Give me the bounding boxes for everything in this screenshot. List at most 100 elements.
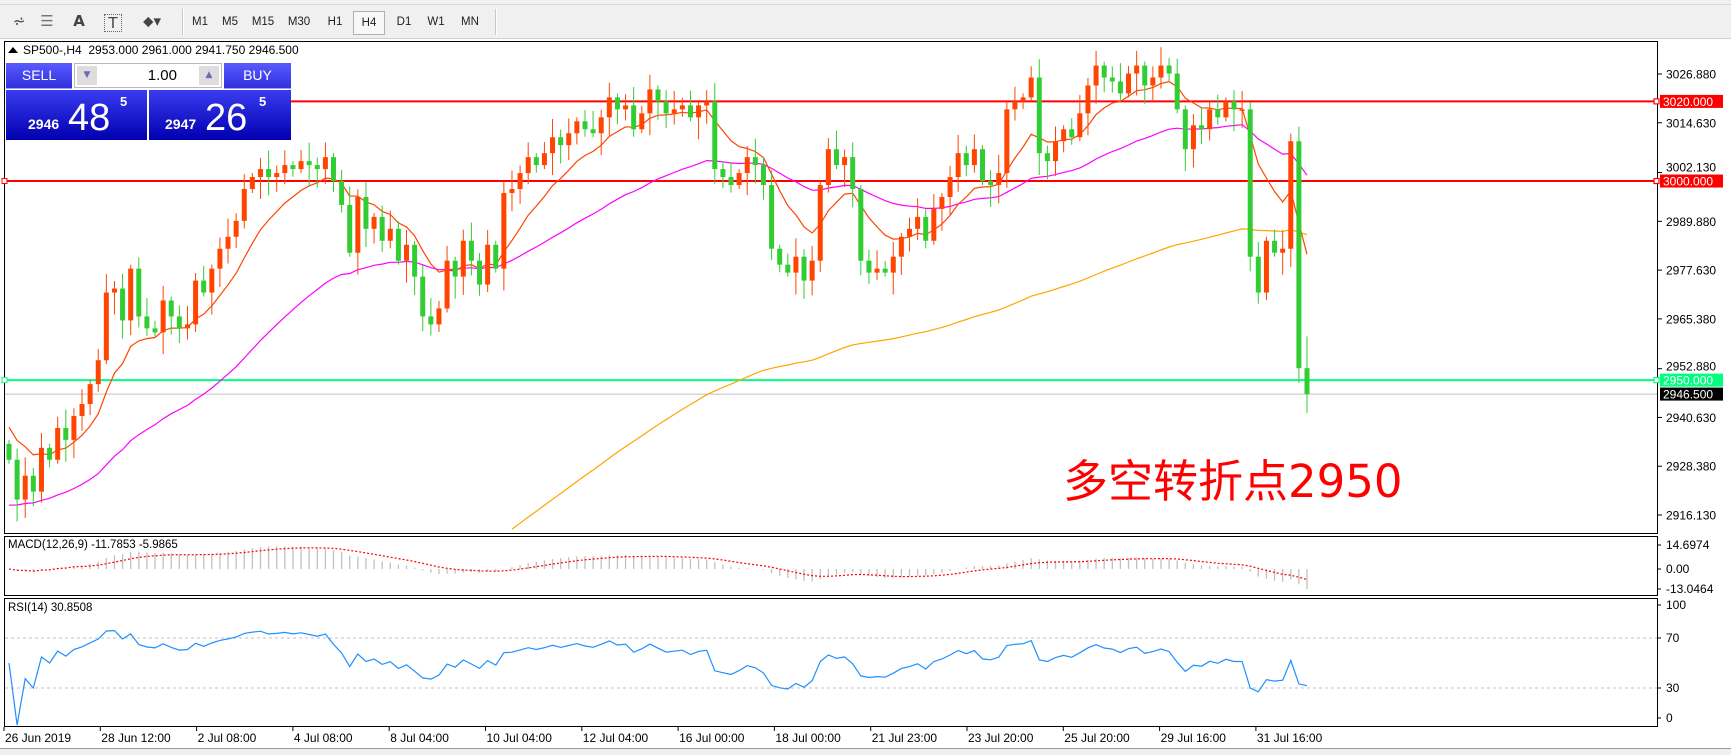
rsi-label: RSI(14) 30.8508 <box>8 602 93 614</box>
candle-body <box>266 169 272 178</box>
candle <box>566 118 572 160</box>
candle-body <box>1247 109 1253 257</box>
lot-increase-icon[interactable]: ▲ <box>199 66 219 85</box>
candle <box>1061 125 1067 153</box>
lot-size-field[interactable]: ▼ 1.00 ▲ <box>74 63 222 88</box>
candle-body <box>850 157 856 190</box>
candle <box>1134 50 1140 96</box>
candle-body <box>63 427 69 440</box>
time-label: 2 Jul 08:00 <box>198 731 257 745</box>
candle-body <box>47 447 53 460</box>
candle-body <box>1207 109 1213 130</box>
toolbar: ⩫ ☰ A T ⬥▾ M1 M5 M15 M30 H1 H4 D1 W1 MN <box>0 5 1731 39</box>
candle-body <box>444 260 450 309</box>
timeframe-w1-button[interactable]: W1 <box>427 16 445 28</box>
candle-body <box>379 216 385 241</box>
timeframe-h1-button[interactable]: H1 <box>327 16 343 28</box>
buy-button[interactable]: BUY <box>224 63 291 89</box>
fibonacci-icon[interactable]: ☰ <box>40 12 53 30</box>
main-chart-panel[interactable] <box>4 41 1658 534</box>
candle <box>1150 66 1156 101</box>
timeframe-m30-button[interactable]: M30 <box>287 16 311 28</box>
timeframe-d1-button[interactable]: D1 <box>396 16 412 28</box>
rsi-panel[interactable] <box>4 598 1658 727</box>
candle <box>898 232 904 276</box>
candle <box>785 253 791 277</box>
arrows-icon[interactable]: ⬥▾ <box>142 12 162 30</box>
candle <box>1020 93 1026 109</box>
macd-panel[interactable] <box>4 536 1658 596</box>
candle-body <box>290 165 296 170</box>
level-marker-2950 <box>1653 377 1660 384</box>
candle <box>1304 336 1310 413</box>
time-label: 29 Jul 16:00 <box>1161 731 1227 745</box>
candle-body <box>395 228 401 261</box>
candle <box>1093 50 1099 104</box>
candle <box>671 91 677 125</box>
candle-body <box>201 280 207 293</box>
timeframe-m1-button[interactable]: M1 <box>192 16 208 28</box>
sell-price-box[interactable]: 2946 48 5 <box>6 90 147 140</box>
candle-body <box>1280 248 1286 253</box>
candle-body <box>184 324 190 329</box>
candle-body <box>1263 240 1269 293</box>
rsi-tick-label: 100 <box>1666 598 1686 612</box>
timeframe-mn-button[interactable]: MN <box>461 16 479 28</box>
candle-body <box>1053 141 1059 162</box>
candle <box>22 457 28 518</box>
candle <box>736 169 742 190</box>
time-label: 16 Jul 00:00 <box>679 731 745 745</box>
sell-button[interactable]: SELL <box>6 63 72 89</box>
candle-body <box>1012 101 1018 110</box>
candle <box>1012 86 1018 121</box>
time-label: 4 Jul 08:00 <box>294 731 353 745</box>
candle-body <box>225 236 231 249</box>
timeframe-m5-button[interactable]: M5 <box>222 16 238 28</box>
candle-body <box>1036 77 1042 154</box>
candle <box>233 213 239 248</box>
candle <box>1296 126 1302 383</box>
candle-body <box>833 149 839 166</box>
candle-body <box>939 196 945 209</box>
candle-body <box>241 189 247 221</box>
timeframe-h4-button[interactable]: H4 <box>353 11 385 35</box>
candle <box>696 101 702 140</box>
text-label-icon[interactable]: T <box>104 14 122 32</box>
candle-body <box>517 173 523 190</box>
time-label: 31 Jul 16:00 <box>1257 731 1323 745</box>
sell-price-prefix: 2946 <box>28 116 60 132</box>
candle-body <box>858 189 864 261</box>
price-tick-label: 2965.380 <box>1666 312 1716 326</box>
candle <box>1231 90 1237 132</box>
collapse-triangle-icon[interactable] <box>8 47 18 53</box>
candle <box>71 408 77 459</box>
candle-body <box>971 149 977 166</box>
lot-decrease-icon[interactable]: ▼ <box>77 66 97 85</box>
candle-body <box>468 240 474 261</box>
candle-body <box>550 137 556 154</box>
candle-body <box>1182 109 1188 150</box>
candle <box>306 142 312 188</box>
lot-size-value[interactable]: 1.00 <box>147 67 177 84</box>
candle <box>30 468 36 507</box>
timeframe-m15-button[interactable]: M15 <box>251 16 275 28</box>
price-tick-label: 3026.880 <box>1666 68 1716 82</box>
candle <box>947 165 953 216</box>
candle-body <box>882 268 888 273</box>
candle <box>1053 126 1059 176</box>
candle-body <box>22 475 28 500</box>
candle <box>193 273 199 332</box>
text-icon[interactable]: A <box>73 12 85 30</box>
candle-body <box>996 173 1002 186</box>
candle-body <box>955 153 961 178</box>
candle-body <box>980 149 985 182</box>
elliott-wave-icon[interactable]: ⩫ <box>12 12 26 30</box>
candle-body <box>647 89 653 114</box>
candle-body <box>460 240 466 277</box>
window-tab-strip <box>0 0 1731 5</box>
candle <box>939 192 945 231</box>
buy-price-box[interactable]: 2947 26 5 <box>149 90 291 140</box>
candle <box>501 181 507 291</box>
candle-body <box>988 181 994 186</box>
candle <box>1028 66 1034 102</box>
